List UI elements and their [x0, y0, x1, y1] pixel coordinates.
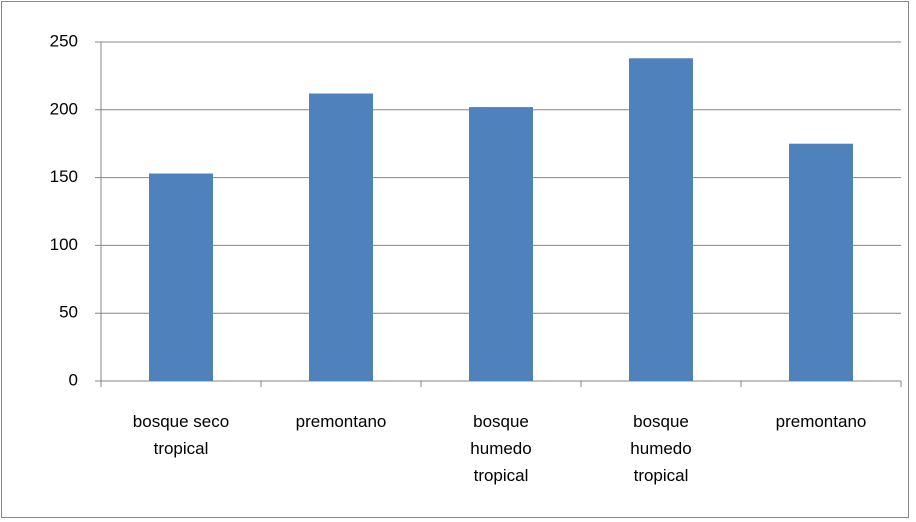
- y-tick-label: 200: [50, 99, 78, 118]
- bar: [309, 93, 373, 381]
- y-tick-label: 250: [50, 31, 78, 50]
- x-tick-label: bosque seco tropical: [133, 412, 229, 458]
- y-tick-label: 100: [50, 235, 78, 254]
- x-tick-label: premontano: [296, 412, 387, 431]
- bar: [629, 58, 693, 381]
- x-tick-label: premontano: [776, 412, 867, 431]
- x-tick-label: bosque humedo tropical: [470, 412, 531, 485]
- y-tick-label: 0: [69, 370, 78, 389]
- x-tick-label: bosque humedo tropical: [630, 412, 691, 485]
- y-tick-label: 50: [59, 303, 78, 322]
- bar: [789, 143, 853, 381]
- y-tick-label: 150: [50, 167, 78, 186]
- bar: [149, 173, 213, 381]
- bar: [469, 107, 533, 381]
